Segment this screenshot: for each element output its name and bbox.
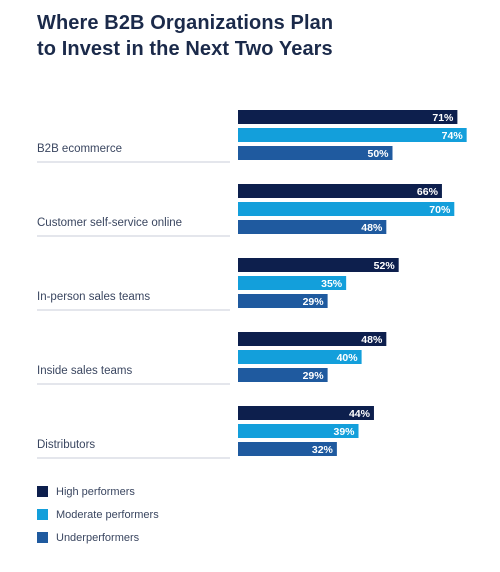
value-label-b2b-ecommerce-high-performers: 71% xyxy=(432,112,454,124)
bar-distributors-underperformers xyxy=(238,442,337,456)
value-label-in-person-sales-teams-moderate-performers: 35% xyxy=(321,278,343,290)
bar-customer-self-service-online-moderate-performers xyxy=(238,202,455,216)
bar-distributors-high-performers xyxy=(238,406,374,420)
bar-b2b-ecommerce-underperformers xyxy=(238,146,393,160)
legend-label-underperformers: Underperformers xyxy=(56,531,140,544)
chart-title: Where B2B Organizations Plan to Invest i… xyxy=(37,10,333,62)
category-label-distributors: Distributors xyxy=(37,439,95,451)
value-label-b2b-ecommerce-moderate-performers: 74% xyxy=(442,130,464,142)
category-label-in-person-sales-teams: In-person sales teams xyxy=(37,291,150,303)
legend-item-high-performers: High performers xyxy=(37,480,159,503)
category-label-inside-sales-teams: Inside sales teams xyxy=(37,365,132,377)
bar-inside-sales-teams-moderate-performers xyxy=(238,350,362,364)
value-label-customer-self-service-online-moderate-performers: 70% xyxy=(429,204,451,216)
bar-b2b-ecommerce-high-performers xyxy=(238,110,458,124)
legend-label-high-performers: High performers xyxy=(56,485,135,498)
bar-b2b-ecommerce-moderate-performers xyxy=(238,128,467,142)
bar-distributors-moderate-performers xyxy=(238,424,359,438)
legend-swatch-high-performers xyxy=(37,486,48,497)
value-label-inside-sales-teams-high-performers: 48% xyxy=(361,334,383,346)
category-label-customer-self-service-online: Customer self-service online xyxy=(37,217,182,229)
value-label-in-person-sales-teams-high-performers: 52% xyxy=(374,260,396,272)
bar-in-person-sales-teams-underperformers xyxy=(238,294,328,308)
value-label-b2b-ecommerce-underperformers: 50% xyxy=(367,148,389,160)
chart-title-line-2: to Invest in the Next Two Years xyxy=(37,38,333,60)
bar-in-person-sales-teams-moderate-performers xyxy=(238,276,347,290)
value-label-in-person-sales-teams-underperformers: 29% xyxy=(303,296,325,308)
value-label-distributors-high-performers: 44% xyxy=(349,408,371,420)
chart-legend: High performers Moderate performers Unde… xyxy=(37,480,159,549)
value-label-inside-sales-teams-moderate-performers: 40% xyxy=(337,352,359,364)
chart-title-line-1: Where B2B Organizations Plan xyxy=(37,12,334,34)
bar-inside-sales-teams-underperformers xyxy=(238,368,328,382)
value-label-inside-sales-teams-underperformers: 29% xyxy=(303,370,325,382)
bar-customer-self-service-online-underperformers xyxy=(238,220,387,234)
value-label-customer-self-service-online-underperformers: 48% xyxy=(361,222,383,234)
legend-label-moderate-performers: Moderate performers xyxy=(56,508,159,521)
bar-customer-self-service-online-high-performers xyxy=(238,184,442,198)
category-label-b2b-ecommerce: B2B ecommerce xyxy=(37,143,122,155)
value-label-customer-self-service-online-high-performers: 66% xyxy=(417,186,439,198)
legend-item-moderate-performers: Moderate performers xyxy=(37,503,159,526)
bar-in-person-sales-teams-high-performers xyxy=(238,258,399,272)
legend-swatch-moderate-performers xyxy=(37,509,48,520)
legend-item-underperformers: Underperformers xyxy=(37,526,159,549)
legend-swatch-underperformers xyxy=(37,532,48,543)
value-label-distributors-moderate-performers: 39% xyxy=(333,426,355,438)
value-label-distributors-underperformers: 32% xyxy=(312,444,334,456)
bar-inside-sales-teams-high-performers xyxy=(238,332,387,346)
